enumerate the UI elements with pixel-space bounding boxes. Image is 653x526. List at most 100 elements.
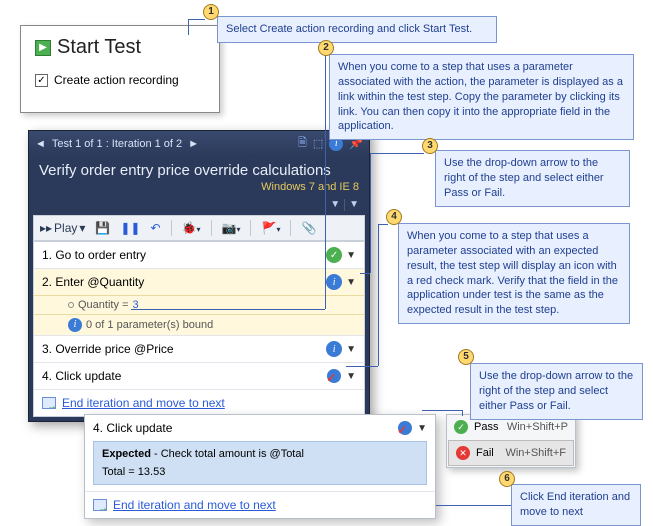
sep	[344, 199, 345, 211]
expanded-step-row[interactable]: 4. Click update ✓ ▼	[85, 415, 435, 441]
connector	[462, 410, 463, 416]
step-text: 4. Click update	[42, 369, 326, 383]
callout-3: Use the drop-down arrow to the right of …	[435, 150, 630, 207]
pass-label: Pass	[474, 421, 498, 433]
connector	[370, 153, 371, 273]
step-text: 3. Override price @Price	[42, 342, 326, 356]
bound-text: 0 of 1 parameter(s) bound	[86, 319, 213, 331]
env-label: Windows 7 and IE 8	[29, 179, 369, 199]
connector	[370, 153, 424, 154]
redcheck-icon: ✓	[397, 420, 413, 436]
callout-2: When you come to a step that uses a para…	[329, 54, 634, 140]
step-row-4[interactable]: 4. Click update ✓ ▼	[34, 363, 364, 390]
chevron-down-icon[interactable]: ▼	[349, 199, 359, 211]
expected-text: - Check total amount is @Total	[151, 448, 304, 460]
create-recording-row[interactable]: ✓ Create action recording	[35, 73, 205, 87]
pass-icon: ✓	[326, 247, 342, 263]
pass-icon: ✓	[454, 420, 468, 434]
callout-4: When you come to a step that uses a para…	[398, 223, 630, 324]
back-icon[interactable]: ◄	[35, 138, 46, 150]
info-icon: i	[326, 274, 342, 290]
steps-list: 1. Go to order entry ✓ ▼ 2. Enter @Quant…	[33, 241, 365, 417]
step-2-bound: i 0 of 1 parameter(s) bound	[34, 315, 364, 336]
create-recording-label: Create action recording	[54, 73, 179, 87]
step-text: 4. Click update	[93, 421, 397, 435]
callout-num-1: 1	[203, 4, 219, 20]
chevron-down-icon[interactable]: ▼	[346, 344, 356, 355]
end-iteration-icon	[42, 397, 56, 409]
end-iteration-text: End iteration and move to next	[62, 396, 225, 410]
step-row-2[interactable]: 2. Enter @Quantity i ▼	[34, 269, 364, 296]
fail-icon: ✕	[456, 446, 470, 460]
bullet-icon	[68, 302, 74, 308]
play-icon: ▶	[35, 40, 51, 56]
undo-icon[interactable]: ↶	[150, 221, 160, 235]
forward-icon[interactable]: ►	[188, 138, 199, 150]
callout-num-4: 4	[386, 209, 402, 225]
sep	[171, 220, 172, 236]
start-test-panel: ▶ Start Test ✓ Create action recording	[20, 25, 220, 113]
total-label: Total =	[102, 466, 138, 478]
expected-label: Expected	[102, 448, 151, 460]
info-icon: i	[68, 318, 82, 332]
connector	[188, 19, 205, 20]
step-row-3[interactable]: 3. Override price @Price i ▼	[34, 336, 364, 363]
bug-icon[interactable]: 🐞▾	[182, 221, 201, 235]
redcheck-icon: ✓	[326, 368, 342, 384]
checkbox-icon: ✓	[35, 74, 48, 87]
step-text: 2. Enter @Quantity	[42, 275, 326, 289]
connector	[378, 224, 379, 366]
step-2-param: Quantity = 3	[34, 296, 364, 315]
titlebar-text: Test 1 of 1 : Iteration 1 of 2	[52, 138, 182, 150]
end-iteration-link[interactable]: End iteration and move to next	[85, 491, 435, 518]
start-test-button[interactable]: ▶ Start Test	[35, 36, 205, 59]
chevron-down-icon[interactable]: ▼	[346, 277, 356, 288]
connector	[378, 224, 388, 225]
pass-shortcut: Win+Shift+P	[507, 421, 568, 433]
attach-icon[interactable]: 📎	[301, 221, 316, 235]
end-iteration-text: End iteration and move to next	[113, 498, 276, 512]
callout-5: Use the drop-down arrow to the right of …	[470, 363, 643, 420]
save-icon[interactable]: 💾	[95, 221, 110, 235]
fail-label: Fail	[476, 447, 494, 459]
param-label: Quantity =	[78, 299, 128, 311]
end-iteration-icon	[93, 499, 107, 511]
connector	[325, 55, 326, 309]
callout-1: Select Create action recording and click…	[217, 16, 497, 43]
total-value: 13.53	[138, 466, 166, 478]
connector	[360, 273, 370, 274]
flag-icon[interactable]: 🚩▾	[261, 221, 280, 235]
save-icon[interactable]: 🗎	[298, 134, 307, 153]
info-icon: i	[326, 341, 342, 357]
start-test-label: Start Test	[57, 36, 141, 59]
fail-shortcut: Win+Shift+F	[505, 447, 566, 459]
fail-option[interactable]: ✕ Fail Win+Shift+F	[448, 440, 574, 466]
toolbar: ▸▸ Play ▾ 💾 ❚❚ ↶ 🐞▾ 📷▾ 🚩▾ 📎	[33, 215, 365, 241]
callout-num-3: 3	[422, 138, 438, 154]
camera-icon[interactable]: 📷▾	[222, 221, 241, 235]
connector	[131, 309, 325, 310]
end-iteration-link[interactable]: End iteration and move to next	[34, 390, 364, 416]
chevron-down-icon[interactable]: ▼	[330, 199, 340, 211]
callout-6: Click End iteration and move to next	[511, 484, 641, 526]
close-icon[interactable]: ⬚	[313, 137, 323, 150]
passfail-menu: ✓ Pass Win+Shift+P ✕ Fail Win+Shift+F	[446, 414, 576, 468]
test-title: Verify order entry price override calcul…	[29, 156, 369, 179]
sep	[211, 220, 212, 236]
callout-num-2: 2	[318, 40, 334, 56]
connector	[188, 19, 189, 35]
connector	[346, 366, 378, 367]
step-text: 1. Go to order entry	[42, 248, 326, 262]
expected-box: Expected - Check total amount is @Total …	[93, 441, 427, 485]
chevron-down-icon[interactable]: ▼	[417, 423, 427, 434]
callout-num-5: 5	[458, 349, 474, 365]
callout-num-6: 6	[499, 471, 515, 487]
pause-icon[interactable]: ❚❚	[120, 221, 140, 235]
chevron-down-icon[interactable]: ▼	[346, 250, 356, 261]
chevron-down-icon[interactable]: ▼	[346, 371, 356, 382]
play-button[interactable]: ▸▸ Play ▾	[40, 221, 85, 235]
connector	[436, 505, 511, 506]
titlebar: ◄ Test 1 of 1 : Iteration 1 of 2 ► 🗎 ⬚ i…	[29, 131, 369, 156]
expanded-step-panel: 4. Click update ✓ ▼ Expected - Check tot…	[84, 414, 436, 519]
step-row-1[interactable]: 1. Go to order entry ✓ ▼	[34, 242, 364, 269]
